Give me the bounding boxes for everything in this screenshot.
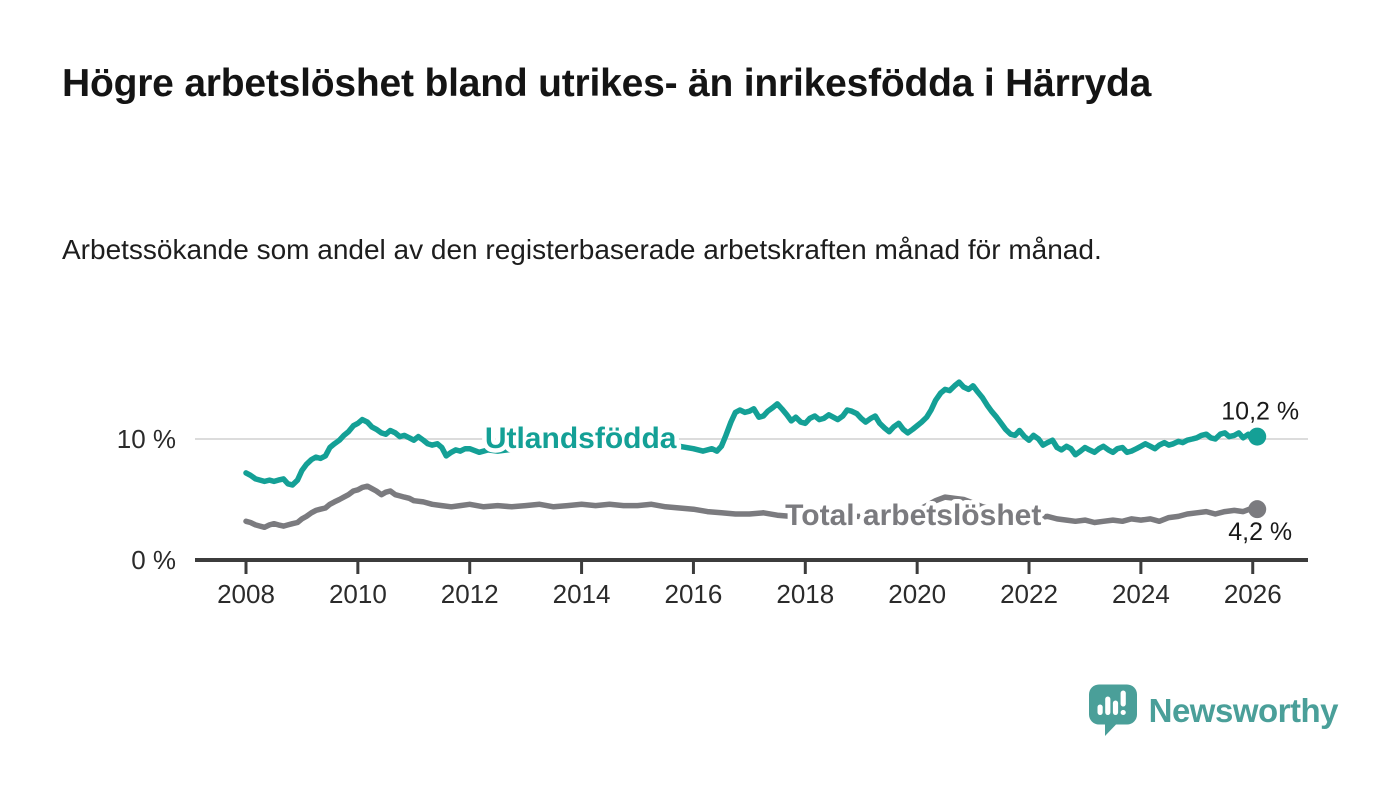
end-dot-utlandsf-dda: [1248, 427, 1267, 446]
y-tick-label-0: 0 %: [131, 545, 176, 575]
x-tick-label-2022: 2022: [1000, 579, 1058, 609]
y-tick-label-10: 10 %: [117, 424, 176, 454]
end-value-label-total-arbetsl-shet: 4,2 %: [1228, 518, 1292, 546]
end-value-label-utlandsf-dda: 10,2 %: [1221, 398, 1299, 426]
series-label-total-arbetsl-shet: Total arbetslöshet: [785, 499, 1041, 532]
brand-name: Newsworthy: [1148, 691, 1339, 729]
chart-subtitle: Arbetssökande som andel av den registerb…: [62, 234, 1102, 265]
x-tick-label-2024: 2024: [1112, 579, 1170, 609]
page-title: Högre arbetslöshet bland utrikes- än inr…: [62, 62, 1152, 105]
x-tick-label-2008: 2008: [217, 579, 275, 609]
x-tick-label-2010: 2010: [329, 579, 387, 609]
newsworthy-logo-icon: [1088, 684, 1137, 736]
series-line-total-arbetsl-shet: [243, 483, 1260, 531]
end-dot-total-arbetsl-shet: [1248, 500, 1267, 519]
brand-footer: Newsworthy: [1088, 684, 1339, 737]
x-tick-label-2016: 2016: [665, 579, 723, 609]
x-tick-label-2018: 2018: [776, 579, 834, 609]
x-tick-label-2020: 2020: [888, 579, 946, 609]
series-label-utlandsf-dda: Utlandsfödda: [485, 422, 677, 455]
x-tick-label-2014: 2014: [553, 579, 611, 609]
x-tick-label-2026: 2026: [1224, 579, 1282, 609]
x-tick-label-2012: 2012: [441, 579, 499, 609]
series-line-utlandsf-dda: [243, 379, 1260, 488]
